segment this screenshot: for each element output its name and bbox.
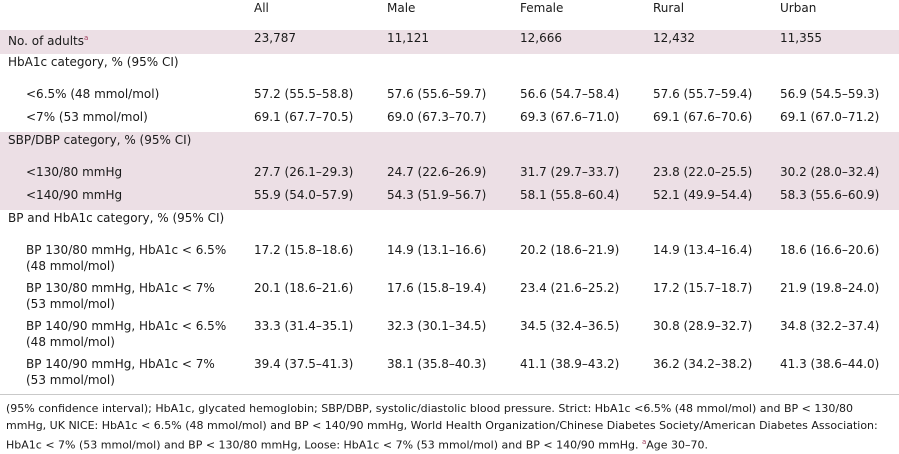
section-header-sbp: SBP/DBP category, % (95% CI) (0, 132, 899, 156)
table-cell: 34.8 (32.2–37.4) (780, 319, 880, 333)
table-cell: 30.2 (28.0–32.4) (780, 165, 880, 179)
header-row: All Male Female Rural Urban (0, 0, 899, 30)
table-cell: 21.9 (19.8–24.0) (780, 281, 880, 295)
table-cell: 58.3 (55.6–60.9) (780, 188, 880, 202)
table-cell: 56.6 (54.7–58.4) (520, 87, 620, 101)
section-header-bp-hba1c: BP and HbA1c category, % (95% CI) (0, 210, 899, 234)
table-row: BP 130/80 mmHg, HbA1c < 7% (53 mmol/mol) … (0, 280, 899, 318)
table-cell: 12,432 (653, 31, 695, 45)
data-table: All Male Female Rural Urban No. of adult… (0, 0, 899, 394)
row-label-line1: BP 140/90 mmHg, HbA1c < 7% (26, 357, 215, 371)
table-cell: 30.8 (28.9–32.7) (653, 319, 753, 333)
table-cell: 12,666 (520, 31, 562, 45)
table-cell: 55.9 (54.0–57.9) (254, 188, 354, 202)
col-header-urban: Urban (780, 1, 817, 15)
row-label: <140/90 mmHg (26, 188, 123, 202)
table-cell: 18.6 (16.6–20.6) (780, 243, 880, 257)
header-blank (0, 0, 246, 30)
row-label: <7% (53 mmol/mol) (26, 110, 148, 124)
row-label-line1: BP 130/80 mmHg, HbA1c < 7% (26, 281, 215, 295)
section-title: BP and HbA1c category, % (95% CI) (8, 211, 225, 225)
table-cell: 69.3 (67.6–71.0) (520, 110, 620, 124)
table-cell: 11,121 (387, 31, 429, 45)
footnote-text: (95% confidence interval); HbA1c, glycat… (6, 402, 878, 452)
row-label-line2: (53 mmol/mol) (26, 297, 115, 311)
table-cell: 39.4 (37.5–41.3) (254, 357, 354, 371)
table-row: <7% (53 mmol/mol) 69.1 (67.7–70.5) 69.0 … (0, 109, 899, 132)
col-header-all: All (254, 1, 269, 15)
section-title: SBP/DBP category, % (95% CI) (8, 133, 192, 147)
table-row: <140/90 mmHg 55.9 (54.0–57.9) 54.3 (51.9… (0, 187, 899, 210)
row-label-line2: (53 mmol/mol) (26, 373, 115, 387)
table-row: BP 130/80 mmHg, HbA1c < 6.5% (48 mmol/mol… (0, 234, 899, 280)
row-label: BP 130/80 mmHg, HbA1c < 6.5% (48 mmol/mol… (0, 234, 246, 280)
table-cell: 23,787 (254, 31, 296, 45)
row-label-line2: (48 mmol/mol) (26, 259, 115, 273)
col-header-female: Female (520, 1, 564, 15)
footnote-tail: Age 30–70. (646, 438, 709, 452)
table-cell: 69.1 (67.7–70.5) (254, 110, 354, 124)
table-cell: 23.8 (22.0–25.5) (653, 165, 753, 179)
table-row: BP 140/90 mmHg, HbA1c < 6.5% (48 mmol/mol… (0, 318, 899, 356)
table-cell: 31.7 (29.7–33.7) (520, 165, 620, 179)
adults-label: No. of adults (8, 34, 84, 48)
table-cell: 17.2 (15.8–18.6) (254, 243, 354, 257)
table-cell: 57.6 (55.6–59.7) (387, 87, 487, 101)
table-row: <130/80 mmHg 27.7 (26.1–29.3) 24.7 (22.6… (0, 156, 899, 187)
table-cell: 14.9 (13.1–16.6) (387, 243, 487, 257)
row-label-line1: BP 140/90 mmHg, HbA1c < 6.5% (26, 319, 227, 333)
table-cell: 36.2 (34.2–38.2) (653, 357, 753, 371)
table-cell: 27.7 (26.1–29.3) (254, 165, 354, 179)
adults-label-cell: No. of adultsa (0, 30, 246, 54)
table-cell: 38.1 (35.8–40.3) (387, 357, 487, 371)
table-cell: 17.6 (15.8–19.4) (387, 281, 487, 295)
section-header-hba1c: HbA1c category, % (95% CI) (0, 54, 899, 78)
table-cell: 14.9 (13.4–16.4) (653, 243, 753, 257)
adults-footnote-mark: a (83, 34, 89, 42)
section-title: HbA1c category, % (95% CI) (8, 55, 179, 69)
table-cell: 69.1 (67.0–71.2) (780, 110, 880, 124)
row-label: BP 140/90 mmHg, HbA1c < 6.5% (48 mmol/mol… (0, 318, 246, 356)
table-footnote: (95% confidence interval); HbA1c, glycat… (0, 394, 899, 454)
table-cell: 41.1 (38.9–43.2) (520, 357, 620, 371)
table-row: <6.5% (48 mmol/mol) 57.2 (55.5–58.8) 57.… (0, 78, 899, 109)
row-label: <130/80 mmHg (26, 165, 123, 179)
col-header-male: Male (387, 1, 416, 15)
table-cell: 24.7 (22.6–26.9) (387, 165, 487, 179)
table-cell: 52.1 (49.9–54.4) (653, 188, 753, 202)
row-label: <6.5% (48 mmol/mol) (26, 87, 160, 101)
table-cell: 11,355 (780, 31, 822, 45)
col-header-rural: Rural (653, 1, 685, 15)
row-label-line1: BP 130/80 mmHg, HbA1c < 6.5% (26, 243, 227, 257)
table-cell: 17.2 (15.7–18.7) (653, 281, 753, 295)
table-cell: 57.6 (55.7–59.4) (653, 87, 753, 101)
table-cell: 58.1 (55.8–60.4) (520, 188, 620, 202)
row-label: BP 140/90 mmHg, HbA1c < 7% (53 mmol/mol) (0, 356, 246, 394)
table-row: BP 140/90 mmHg, HbA1c < 7% (53 mmol/mol) … (0, 356, 899, 394)
table-cell: 32.3 (30.1–34.5) (387, 319, 487, 333)
row-label: BP 130/80 mmHg, HbA1c < 7% (53 mmol/mol) (0, 280, 246, 318)
row-label-line2: (48 mmol/mol) (26, 335, 115, 349)
table-cell: 34.5 (32.4–36.5) (520, 319, 620, 333)
table-cell: 23.4 (21.6–25.2) (520, 281, 620, 295)
table-cell: 54.3 (51.9–56.7) (387, 188, 487, 202)
table-cell: 33.3 (31.4–35.1) (254, 319, 354, 333)
table-cell: 57.2 (55.5–58.8) (254, 87, 354, 101)
table-cell: 20.2 (18.6–21.9) (520, 243, 620, 257)
table-cell: 41.3 (38.6–44.0) (780, 357, 880, 371)
table-cell: 20.1 (18.6–21.6) (254, 281, 354, 295)
adults-row: No. of adultsa 23,787 11,121 12,666 12,4… (0, 30, 899, 54)
table-cell: 56.9 (54.5–59.3) (780, 87, 880, 101)
table-cell: 69.0 (67.3–70.7) (387, 110, 487, 124)
table-cell: 69.1 (67.6–70.6) (653, 110, 753, 124)
